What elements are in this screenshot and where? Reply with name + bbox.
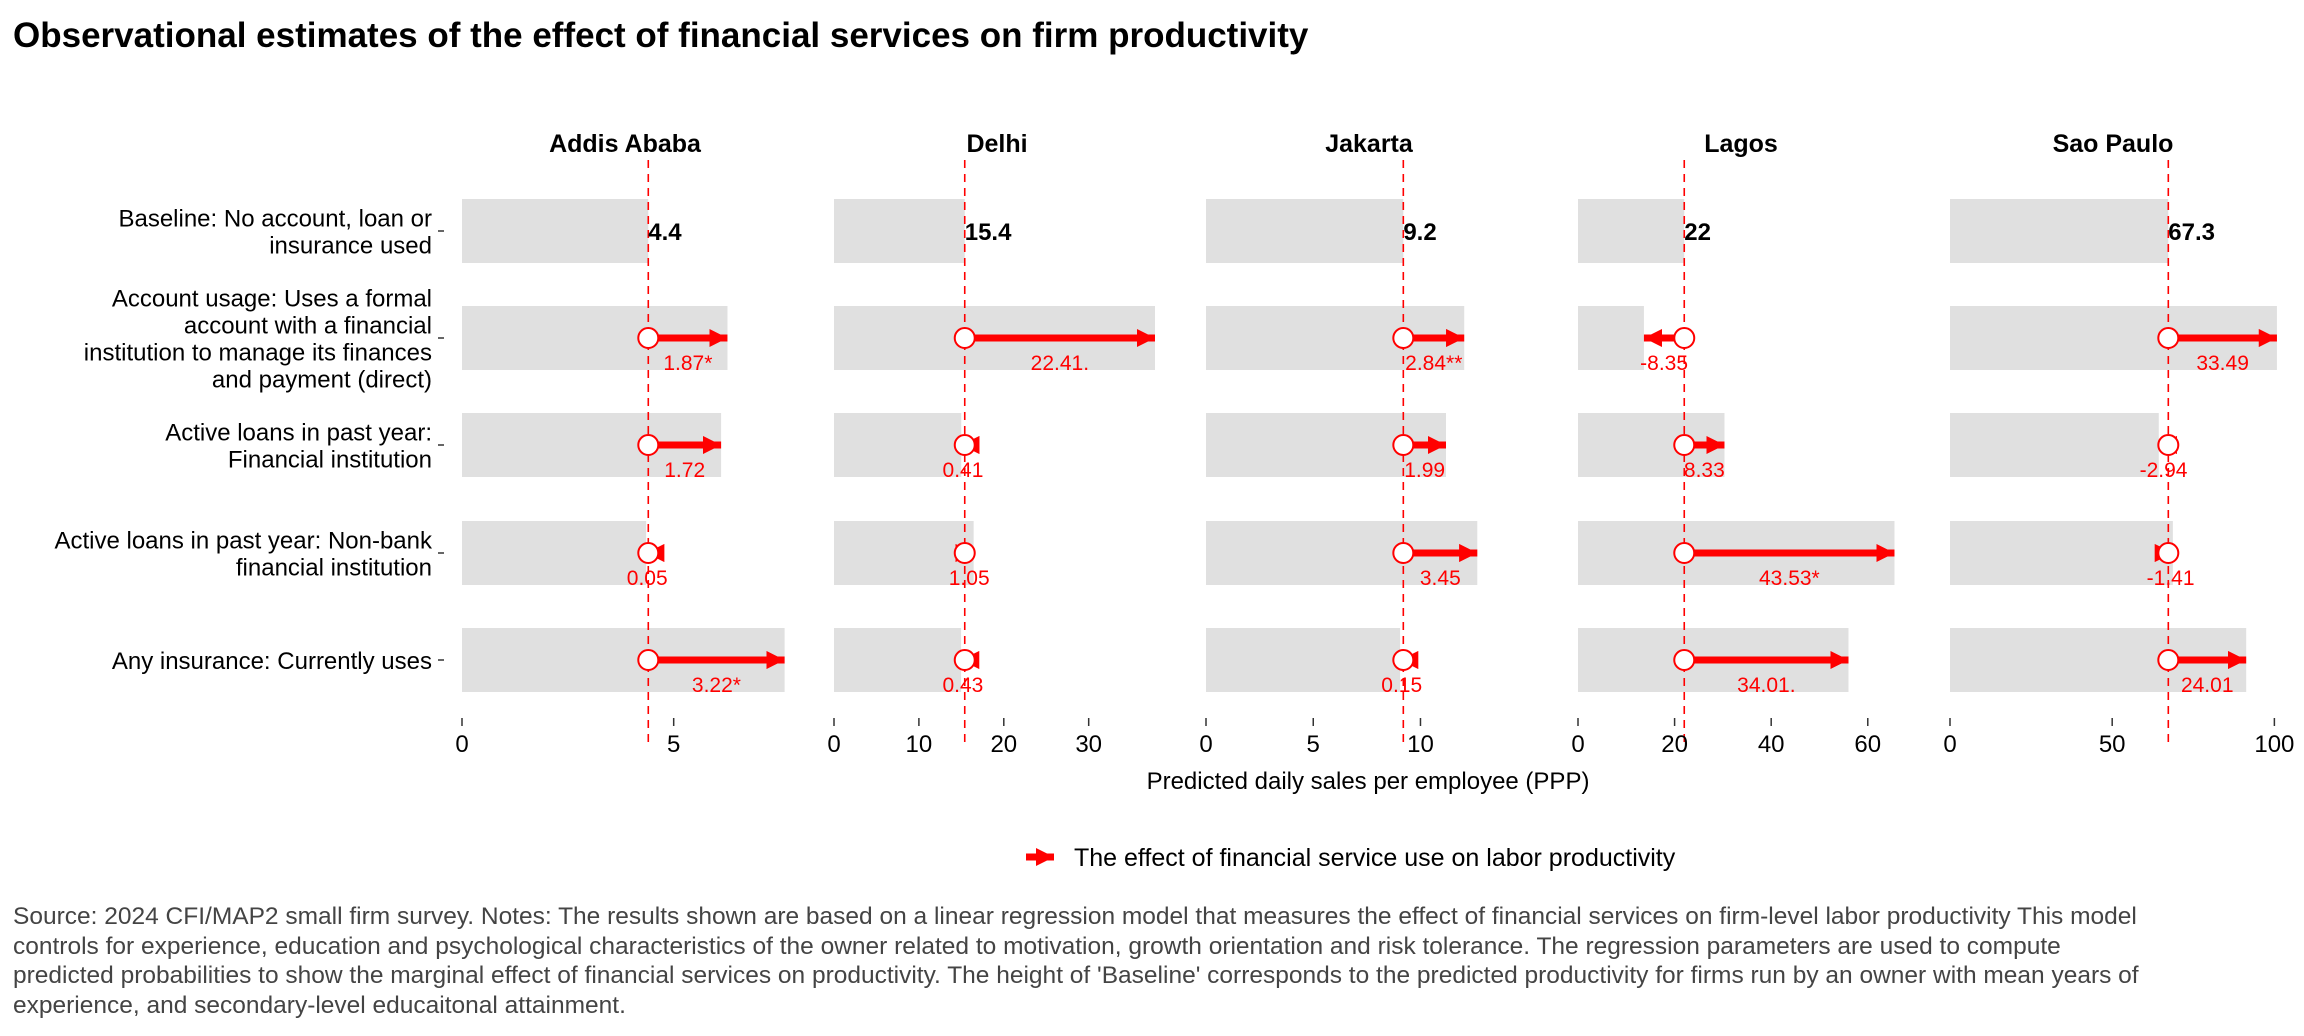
effect-label: -8.35	[1640, 352, 1688, 375]
effect-label: 2.84**	[1405, 352, 1462, 375]
x-tick-label: 5	[1307, 731, 1320, 758]
baseline-point	[2157, 434, 2180, 456]
x-tick-label: 0	[1199, 731, 1212, 758]
chart-title: Observational estimates of the effect of…	[13, 16, 1309, 55]
baseline-point	[2157, 542, 2180, 564]
x-tick-label: 0	[455, 731, 468, 758]
effect-label: 1.05	[949, 567, 990, 590]
x-tick-label: 5	[667, 731, 680, 758]
category-label: Financial institution	[228, 447, 432, 474]
bar	[1578, 199, 1685, 263]
category-label: and payment (direct)	[212, 367, 432, 394]
category-label: account with a financial	[184, 313, 432, 340]
panel-title: Delhi	[966, 130, 1027, 158]
bar	[834, 413, 962, 477]
effect-label: 3.22*	[692, 674, 741, 697]
bar	[1950, 413, 2159, 477]
x-tick-label: 20	[1661, 731, 1688, 758]
effect-label: 0.05	[627, 567, 668, 590]
x-tick-label: 0	[827, 731, 840, 758]
category-label: Active loans in past year: Non-bank	[54, 528, 433, 555]
effect-label: -1.41	[2147, 567, 2195, 590]
baseline-value-label: 15.4	[965, 219, 1012, 246]
category-label: Any insurance: Currently uses	[112, 648, 432, 675]
panel-title: Addis Ababa	[549, 130, 702, 158]
baseline-point	[1673, 434, 1696, 456]
category-label: institution to manage its finances	[84, 340, 432, 367]
baseline-point	[1392, 327, 1415, 349]
baseline-point	[1673, 542, 1696, 564]
effect-label: 1.72	[664, 459, 705, 482]
x-tick-label: 10	[1407, 731, 1434, 758]
bar	[462, 521, 647, 585]
baseline-point	[1673, 649, 1696, 671]
category-label: insurance used	[269, 233, 432, 260]
baseline-point	[1392, 434, 1415, 456]
baseline-point	[2157, 327, 2180, 349]
effect-label: 34.01.	[1737, 674, 1795, 697]
baseline-point	[953, 434, 976, 456]
effect-label: 22.41.	[1031, 352, 1089, 375]
bar	[834, 521, 974, 585]
x-tick-label: 60	[1854, 731, 1881, 758]
effect-label: 3.45	[1420, 567, 1461, 590]
baseline-point	[953, 327, 976, 349]
category-label: financial institution	[236, 555, 432, 582]
bar	[834, 628, 962, 692]
x-tick-label: 20	[990, 731, 1017, 758]
x-tick-label: 0	[1943, 731, 1956, 758]
baseline-point	[637, 327, 660, 349]
panel-title: Lagos	[1704, 130, 1778, 158]
category-label: Account usage: Uses a formal	[112, 286, 432, 313]
baseline-point	[1392, 542, 1415, 564]
panel-title: Jakarta	[1325, 130, 1414, 158]
legend-label: The effect of financial service use on l…	[1074, 844, 1676, 872]
bar	[1950, 521, 2173, 585]
baseline-value-label: 9.2	[1403, 219, 1436, 246]
x-tick-label: 50	[2099, 731, 2126, 758]
baseline-point	[637, 542, 660, 564]
x-tick-label: 10	[906, 731, 933, 758]
bar	[1206, 199, 1404, 263]
bar	[462, 199, 649, 263]
effect-label: 24.01	[2181, 674, 2234, 697]
effect-label: 33.49	[2196, 352, 2249, 375]
baseline-point	[2157, 649, 2180, 671]
bar	[834, 199, 965, 263]
category-label: Baseline: No account, loan or	[118, 206, 432, 233]
x-axis-title: Predicted daily sales per employee (PPP)	[1147, 768, 1590, 795]
baseline-point	[953, 649, 976, 671]
category-label: Active loans in past year:	[165, 420, 432, 447]
bar	[1206, 628, 1401, 692]
baseline-value-label: 22	[1684, 219, 1711, 246]
effect-label: 0.43	[942, 674, 983, 697]
effect-label: 0.41	[943, 459, 984, 482]
source-note: Source: 2024 CFI/MAP2 small firm survey.…	[13, 903, 2139, 1019]
baseline-point	[637, 649, 660, 671]
baseline-point	[637, 434, 660, 456]
effect-label: 0.15	[1381, 674, 1422, 697]
x-tick-label: 0	[1571, 731, 1584, 758]
x-tick-label: 100	[2254, 731, 2294, 758]
panel-title: Sao Paulo	[2053, 130, 2174, 158]
baseline-point	[953, 542, 976, 564]
effect-label: 1.99	[1404, 459, 1445, 482]
baseline-value-label: 4.4	[648, 219, 682, 246]
bar	[1578, 306, 1644, 370]
effect-label: 43.53*	[1759, 567, 1820, 590]
baseline-value-label: 67.3	[2168, 219, 2215, 246]
bar	[1950, 199, 2169, 263]
effect-label: 8.33	[1684, 459, 1725, 482]
x-tick-label: 40	[1758, 731, 1785, 758]
effect-label: 1.87*	[663, 352, 712, 375]
baseline-point	[1673, 327, 1696, 349]
effect-label: -2.94	[2140, 459, 2188, 482]
baseline-point	[1392, 649, 1415, 671]
x-tick-label: 30	[1075, 731, 1102, 758]
